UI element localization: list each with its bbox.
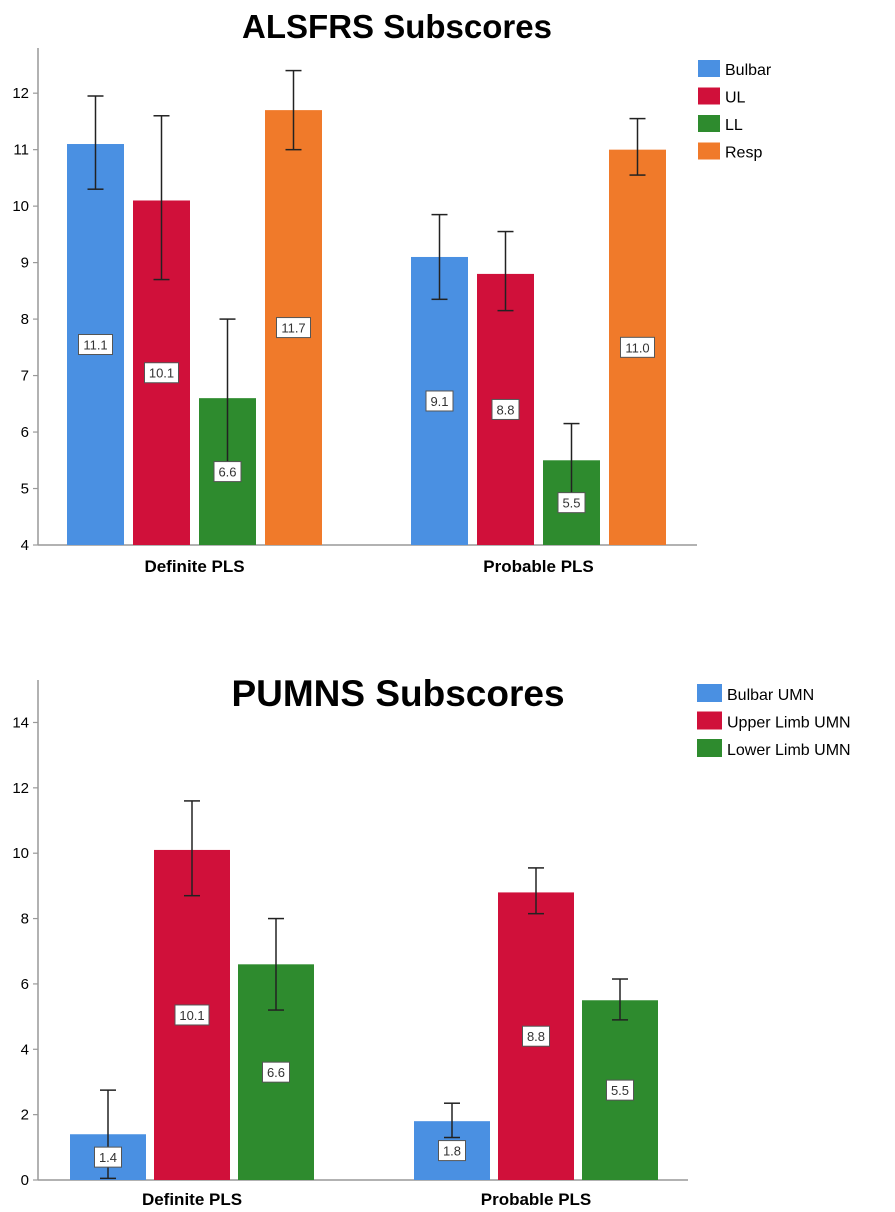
y-tick-label: 9 — [21, 255, 29, 272]
data-label-box — [78, 334, 113, 356]
data-label-box — [262, 1061, 290, 1083]
x-category-label: Definite PLS — [142, 1190, 242, 1209]
y-tick-label: 4 — [21, 1041, 29, 1058]
data-label: 11.7 — [281, 321, 305, 336]
chart-title: ALSFRS Subscores — [242, 8, 552, 45]
y-tick-label: 8 — [21, 911, 29, 928]
y-tick-label: 6 — [21, 424, 29, 441]
data-label-box — [606, 1079, 634, 1101]
y-tick-label: 0 — [21, 1172, 29, 1189]
legend-swatch — [698, 142, 720, 160]
data-label-box — [425, 390, 454, 412]
chart-title: PUMNS Subscores — [231, 673, 564, 714]
y-tick-label: 7 — [21, 368, 29, 385]
legend-label: LL — [725, 117, 743, 134]
legend-label: Upper Limb UMN — [727, 715, 851, 732]
legend: Bulbar UMN Upper Limb UMN Lower Limb UMN — [697, 684, 851, 759]
data-label-box — [94, 1146, 122, 1168]
data-label: 11.0 — [625, 340, 649, 355]
legend-label: Resp — [725, 145, 762, 162]
data-label: 1.8 — [443, 1144, 461, 1159]
data-label: 10.1 — [179, 1008, 204, 1023]
legend-swatch — [698, 60, 720, 77]
alsfrs-chart: ALSFRS Subscores 4 5 6 7 8 9 10 11 12 Definite PL… — [12, 8, 772, 576]
data-label-box — [620, 336, 655, 358]
data-label-box — [213, 461, 242, 483]
data-label: 8.8 — [527, 1029, 545, 1044]
axes: 0 2 4 6 8 10 12 14 Definite PLS Probable PLS — [12, 680, 688, 1209]
y-tick-label: 8 — [21, 311, 29, 328]
legend-label: Lower Limb UMN — [727, 742, 851, 759]
legend-swatch — [697, 739, 722, 757]
data-label: 5.5 — [562, 496, 580, 511]
data-label: 11.1 — [83, 338, 107, 353]
data-label-box — [522, 1025, 550, 1047]
x-category-label: Probable PLS — [483, 557, 594, 576]
y-tick-label: 11 — [13, 142, 29, 159]
data-label: 8.8 — [496, 402, 514, 417]
legend-label: Bulbar UMN — [727, 687, 814, 704]
bars: 11.1 9.1 10.1 8.8 6.6 5.5 11.7 11.0 — [67, 69, 666, 546]
y-tick-label: 2 — [21, 1107, 29, 1124]
legend-swatch — [698, 115, 720, 132]
y-tick-label: 5 — [21, 481, 29, 498]
data-label: 6.6 — [267, 1065, 285, 1080]
legend-swatch — [697, 711, 722, 730]
data-label-box — [174, 1004, 210, 1026]
y-tick-label: 14 — [12, 714, 29, 731]
data-label-box — [276, 317, 311, 339]
data-label: 1.4 — [99, 1150, 117, 1165]
y-tick-label: 12 — [12, 780, 29, 797]
pumns-chart: PUMNS Subscores 0 2 4 6 8 10 12 14 Definite PLS P… — [12, 673, 850, 1209]
data-label: 6.6 — [218, 465, 236, 480]
legend-swatch — [698, 87, 720, 105]
y-tick-label: 10 — [12, 198, 29, 215]
legend-label: Bulbar — [725, 62, 772, 79]
bars: 1.4 1.8 10.1 8.8 6.6 5.5 — [70, 800, 658, 1180]
data-label: 10.1 — [149, 366, 174, 381]
data-label-box — [557, 492, 586, 514]
y-tick-label: 6 — [21, 976, 29, 993]
legend-swatch — [697, 684, 722, 702]
x-category-label: Probable PLS — [481, 1190, 592, 1209]
data-label-box — [144, 362, 179, 384]
y-tick-label: 4 — [21, 537, 29, 554]
x-category-label: Definite PLS — [144, 557, 244, 576]
data-label: 5.5 — [611, 1083, 629, 1098]
legend-label: UL — [725, 90, 746, 107]
data-label-box — [438, 1140, 466, 1162]
y-tick-label: 10 — [12, 845, 29, 862]
y-tick-label: 12 — [12, 85, 29, 102]
data-label: 9.1 — [430, 394, 448, 409]
legend: Bulbar UL LL Resp — [698, 60, 772, 162]
data-label-box — [491, 398, 520, 420]
